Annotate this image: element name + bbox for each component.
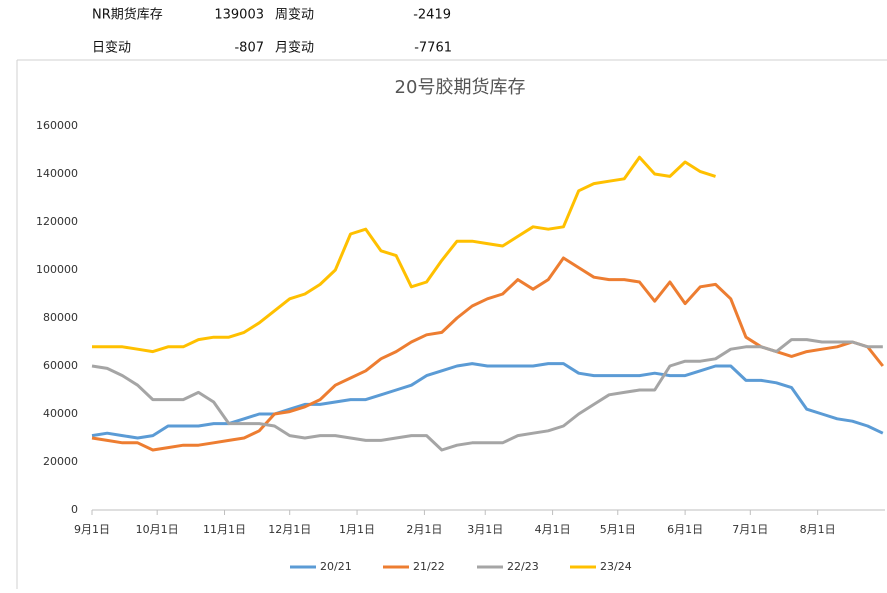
x-tick-label: 9月1日 [74,523,110,536]
y-tick-label: 120000 [36,215,78,228]
series-line [91,256,885,452]
series-line [91,362,884,440]
header-value: 139003 [214,8,264,23]
x-tick-label: 2月1日 [406,523,442,536]
x-tick-label: 5月1日 [600,523,636,536]
series-line [92,155,716,354]
x-tick-label: 1月1日 [339,523,375,536]
y-tick-label: 0 [71,503,78,516]
header-label: 周变动 [275,7,314,23]
series-line [91,338,883,452]
legend-label: 23/24 [600,560,632,573]
x-tick-label: 6月1日 [667,523,703,536]
x-tick-label: 4月1日 [535,523,571,536]
x-tick-label: 10月1日 [136,523,179,536]
x-tick-label: 11月1日 [203,523,246,536]
y-tick-label: 40000 [43,407,78,420]
header-label: NR期货库存 [92,7,163,23]
legend-label: 20/21 [320,560,352,573]
y-tick-label: 20000 [43,455,78,468]
y-tick-label: 140000 [36,167,78,180]
y-tick-label: 100000 [36,263,78,276]
header-value: -2419 [413,8,451,23]
header-label: 月变动 [275,40,314,56]
y-tick-label: 60000 [43,359,78,372]
y-tick-label: 80000 [43,311,78,324]
header-label: 日变动 [92,40,131,56]
legend-label: 22/23 [507,560,539,573]
chart-title: 20号胶期货库存 [395,77,526,98]
y-tick-label: 160000 [36,119,78,132]
x-tick-label: 7月1日 [732,523,768,536]
header-value: -807 [234,41,264,56]
x-tick-label: 3月1日 [467,523,503,536]
x-tick-label: 12月1日 [268,523,311,536]
legend-label: 21/22 [413,560,445,573]
x-tick-label: 8月1日 [800,523,836,536]
header-value: -7761 [414,41,452,56]
